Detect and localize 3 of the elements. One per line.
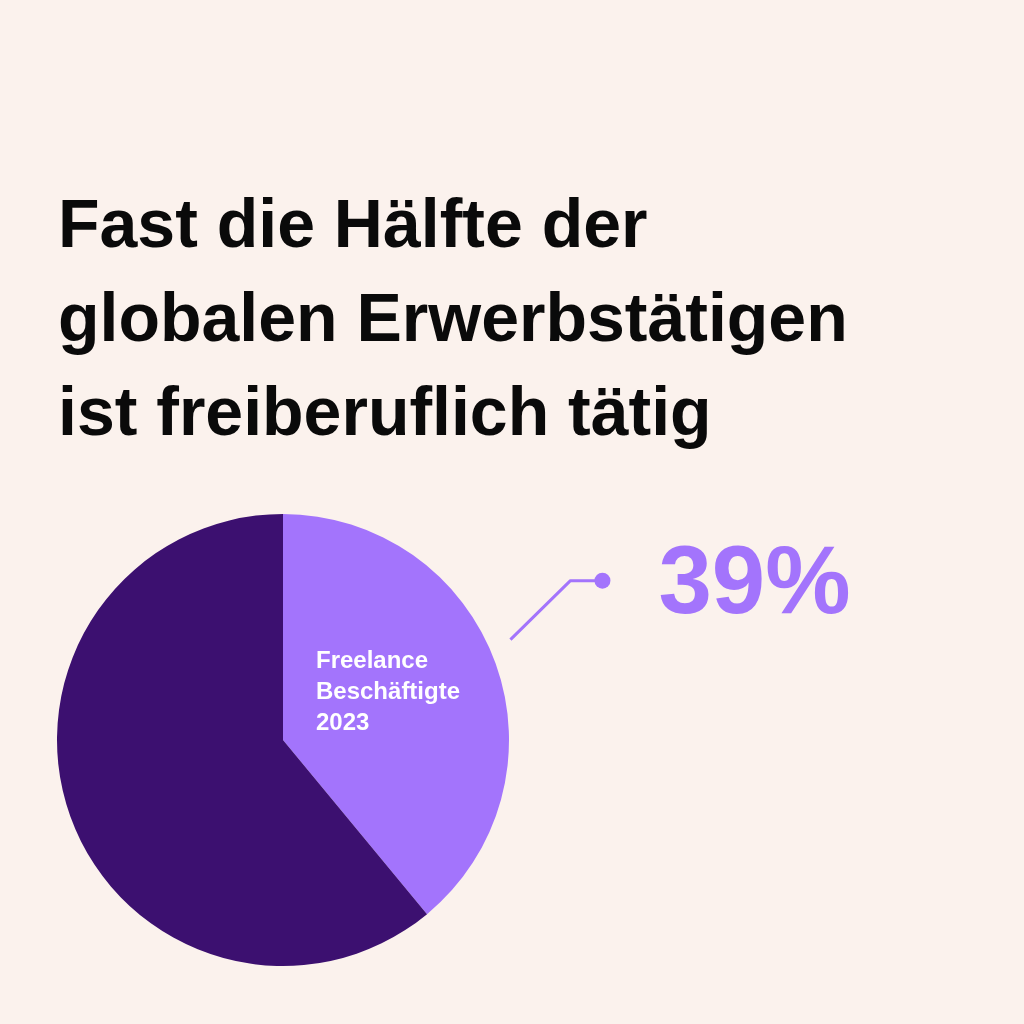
slice-label: Freelance Beschäftigte 2023 [316,646,461,736]
data-label: 39% [658,526,851,634]
chart-title: Fast die Hälfte der globalen Erwerbstätigen ist freiberuflich tätig [58,184,849,451]
